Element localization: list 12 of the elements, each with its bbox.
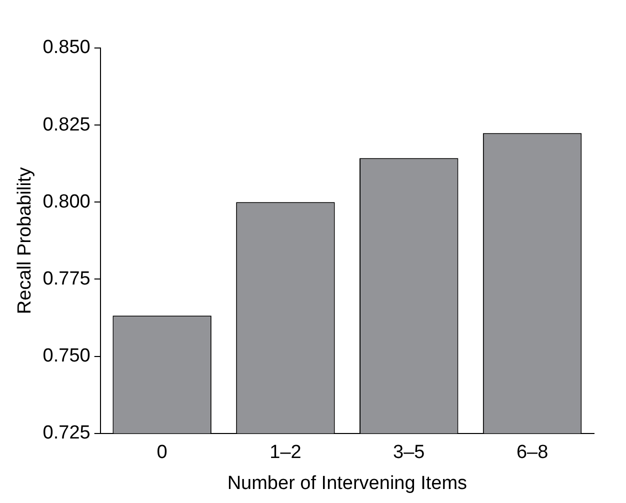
y-tick-label: 0.825 (42, 114, 90, 136)
x-tick-label: 1–2 (270, 442, 302, 464)
y-tick-label: 0.750 (42, 346, 90, 367)
x-tick-label: 3–5 (393, 442, 425, 464)
x-tick-label: 6–8 (516, 442, 548, 464)
y-tick-label: 0.725 (42, 422, 90, 444)
y-tick-label: 0.775 (42, 268, 90, 290)
x-axis-title: Number of Intervening Items (227, 472, 468, 494)
y-tick-label: 0.800 (42, 191, 90, 212)
x-tick-label: 0 (156, 442, 168, 464)
y-axis-title: Recall Probability (14, 166, 36, 314)
y-tick-label: 0.850 (42, 37, 90, 58)
